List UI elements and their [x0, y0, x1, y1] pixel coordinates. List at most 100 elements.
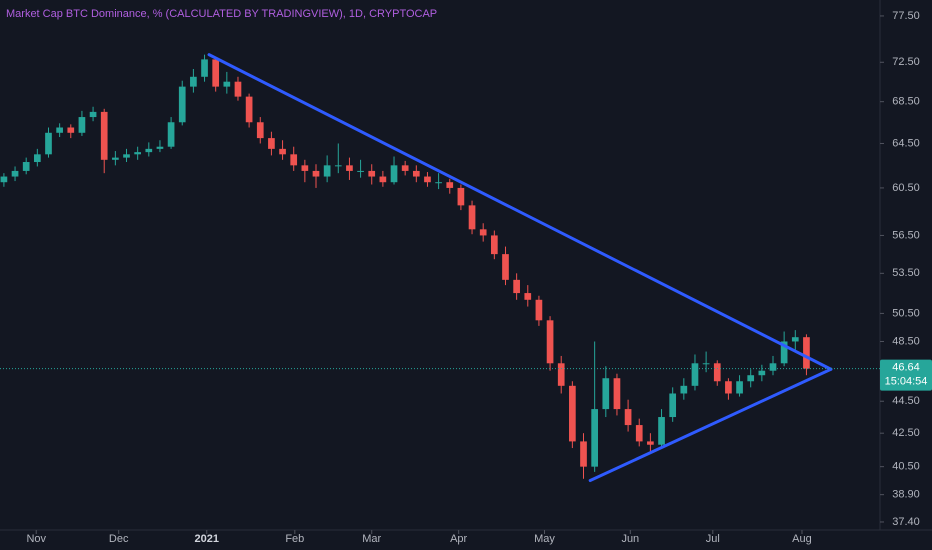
x-tick-label: Mar: [362, 533, 381, 545]
candle-body: [702, 363, 710, 365]
candle-body: [234, 81, 242, 97]
candle-body: [736, 381, 743, 394]
candle-body: [89, 111, 97, 118]
candle-body: [22, 162, 30, 171]
candle-body: [268, 138, 275, 149]
y-tick-label: 68.50: [892, 96, 920, 108]
candle-body: [624, 409, 632, 426]
candle-body: [45, 132, 52, 155]
candle-body: [479, 229, 487, 236]
candle-body: [557, 363, 565, 386]
candle-body: [725, 381, 732, 394]
plot: [0, 53, 833, 483]
candle-body: [635, 425, 643, 442]
chart-title: Market Cap BTC Dominance, % (CALCULATED …: [6, 8, 437, 20]
candle-body: [223, 81, 231, 87]
candle-body: [334, 165, 342, 167]
candle-body: [290, 154, 298, 166]
candle-body: [602, 378, 610, 410]
last-price-label: 46.64: [892, 362, 920, 374]
candle-body: [669, 393, 677, 418]
candle-body: [680, 385, 688, 394]
candle-body: [569, 385, 576, 442]
y-tick-label: 40.50: [892, 461, 920, 473]
y-tick-label: 48.50: [892, 335, 920, 347]
candle-body: [769, 363, 777, 371]
candle-body: [502, 254, 509, 280]
candle-body: [245, 96, 253, 123]
x-tick-label: Dec: [109, 533, 129, 545]
candle-body: [78, 117, 86, 133]
candle-body: [323, 165, 331, 177]
candle-body: [379, 176, 387, 183]
candle-body: [112, 157, 119, 160]
y-tick-label: 64.50: [892, 137, 920, 149]
candle-body: [758, 370, 766, 376]
candle-body: [490, 235, 498, 255]
candle-body: [658, 417, 665, 445]
x-tick-label: 2021: [195, 533, 219, 545]
candle-body: [178, 86, 186, 123]
candle-body: [368, 170, 376, 177]
candle-body: [134, 152, 142, 155]
y-tick-label: 72.50: [892, 56, 920, 68]
candle-body: [167, 122, 175, 147]
candle-body: [457, 187, 465, 206]
x-tick-label: Apr: [450, 533, 467, 545]
y-tick-label: 60.50: [892, 182, 920, 194]
y-tick-label: 37.40: [892, 516, 920, 528]
candle-body: [123, 154, 130, 158]
candle-body: [312, 170, 320, 177]
candle-body: [201, 59, 208, 77]
candle-body: [613, 378, 621, 410]
x-tick-label: Nov: [26, 533, 46, 545]
candle-body: [412, 170, 420, 177]
candle-body: [535, 299, 543, 321]
candle-body: [546, 320, 554, 364]
last-price-box: [880, 359, 932, 391]
candle-body: [647, 441, 654, 445]
candle-body: [145, 148, 153, 153]
candle-body: [580, 441, 587, 467]
candle-body: [100, 111, 108, 160]
y-tick-label: 44.50: [892, 395, 920, 407]
candle-body: [691, 363, 699, 386]
candle-body: [468, 205, 476, 230]
candle-body: [279, 148, 286, 155]
x-tick-label: May: [534, 533, 555, 545]
candle-body: [301, 165, 309, 171]
candle-body: [803, 337, 810, 369]
candle-body: [33, 154, 41, 163]
candle-body: [56, 127, 63, 133]
candle-body: [435, 182, 442, 184]
candle-body: [401, 165, 409, 171]
y-tick-label: 50.50: [892, 307, 920, 319]
candle-body: [212, 59, 220, 87]
candle-body: [0, 176, 8, 183]
x-tick-label: Feb: [285, 533, 304, 545]
candle-body: [11, 170, 19, 177]
y-tick-label: 42.50: [892, 427, 920, 439]
y-tick-label: 56.50: [892, 229, 920, 241]
candle-body: [357, 170, 364, 172]
y-tick-label: 77.50: [892, 10, 920, 22]
y-tick-label: 38.90: [892, 489, 920, 501]
trendline: [207, 53, 833, 371]
candle-body: [446, 182, 454, 188]
candle-body: [791, 337, 799, 342]
candle-body: [713, 363, 721, 382]
candle-body: [424, 176, 431, 183]
candle-body: [513, 279, 520, 294]
candle-body: [190, 76, 197, 87]
candle-body: [156, 146, 164, 149]
candle-body: [346, 165, 353, 171]
candle-body: [256, 122, 264, 139]
countdown-label: 15:04:54: [885, 376, 928, 388]
trendline: [588, 367, 833, 483]
candle-body: [67, 127, 75, 133]
candle-body: [747, 375, 755, 382]
candle-body: [524, 293, 532, 300]
